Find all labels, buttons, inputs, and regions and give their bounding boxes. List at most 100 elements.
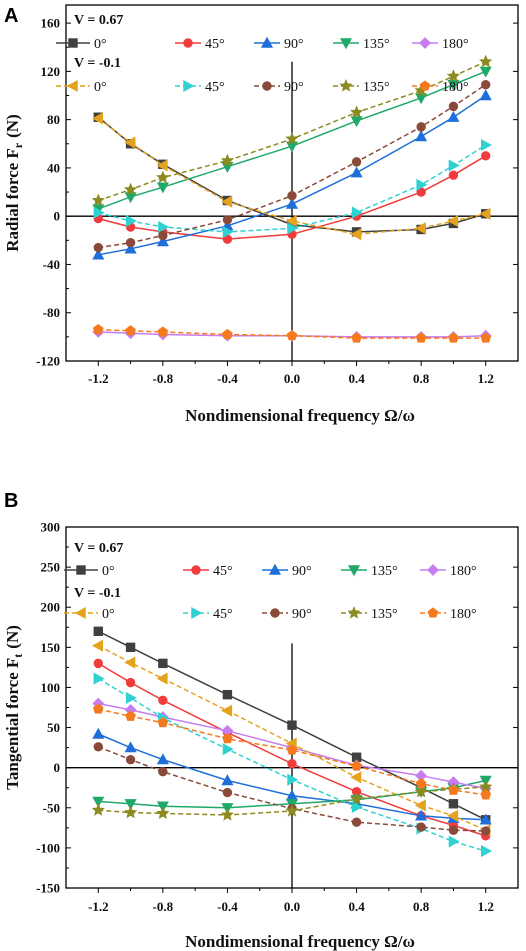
panel-a-radial-force: 160 120 80 40 0 -40 -80 -120 -1.2 -0.8 -0.4 0.0 0.4 0…	[3, 4, 519, 425]
x-tick-label: 1.2	[478, 899, 494, 914]
data-point	[124, 242, 137, 254]
series-0-135deg	[92, 66, 492, 216]
data-point	[481, 138, 492, 152]
data-point	[479, 66, 492, 78]
data-point	[414, 799, 426, 812]
legend-entry-label: 90°	[292, 607, 312, 622]
data-point	[447, 79, 460, 91]
data-point	[350, 116, 363, 128]
data-point	[156, 753, 169, 765]
data-point	[156, 170, 170, 184]
legend: V = 0.67 V = -0.1 0° 45° 90° 135° 180° 0° 45° 90°…	[64, 541, 477, 622]
legend-entry-label: 90°	[284, 37, 304, 52]
data-point	[92, 112, 103, 125]
y-tick-label: 160	[41, 16, 61, 31]
legend-entry-label: 45°	[205, 37, 225, 52]
data-point	[125, 214, 137, 228]
data-point	[448, 835, 460, 848]
series-1-0deg	[92, 112, 491, 241]
data-point	[156, 159, 168, 172]
legend-entry-label: 180°	[442, 80, 469, 95]
legend-swatch-marker	[183, 38, 193, 48]
legend-entry-label: 45°	[205, 80, 225, 95]
x-tick-label: 0.0	[284, 371, 300, 386]
data-point	[93, 206, 105, 219]
data-point	[124, 136, 136, 149]
legend-swatch-marker	[427, 607, 439, 618]
data-point	[351, 800, 363, 814]
data-point	[287, 773, 299, 786]
x-tick-label: -1.2	[88, 371, 109, 386]
panel-label: B	[4, 490, 18, 512]
data-point	[285, 132, 299, 145]
data-point	[158, 220, 170, 234]
legend-group-title: V = -0.1	[74, 586, 121, 601]
legend-group-title: V = 0.67	[74, 541, 123, 556]
panel-b-tangential-force: 300 250 200 150 100 50 0 -50 -100 -150 -1.2 -0.8 -0.…	[3, 490, 519, 951]
data-point	[415, 332, 427, 343]
legend-entry-label: 180°	[442, 37, 469, 52]
legend-swatch-marker	[419, 37, 431, 49]
x-tick-label: -0.8	[153, 371, 174, 386]
data-point	[351, 206, 363, 219]
legend-swatch-marker	[66, 79, 78, 93]
legend-swatch-marker	[76, 565, 86, 575]
data-point	[124, 741, 137, 753]
data-point	[222, 733, 233, 744]
legend-entry-label: 0°	[94, 37, 107, 52]
y-axis-label: Radial force Fr (N)	[3, 114, 25, 252]
data-point	[156, 235, 169, 247]
legend: V = 0.67 V = -0.1 0° 45° 90° 135° 180° 0° 45° 90°…	[56, 13, 469, 95]
legend-swatch-marker	[270, 608, 280, 618]
data-point	[286, 330, 298, 341]
data-point	[125, 325, 136, 336]
data-point	[123, 182, 138, 196]
y-tick-label: 150	[41, 640, 61, 655]
data-point	[156, 182, 169, 194]
data-point	[287, 190, 297, 201]
series-0-0deg	[93, 626, 491, 825]
data-point	[93, 672, 105, 685]
series-1-180deg	[92, 703, 492, 800]
legend-swatch-marker	[183, 79, 195, 93]
data-point	[221, 774, 234, 786]
data-point	[416, 822, 426, 832]
data-point	[448, 101, 459, 112]
y-tick-label: -120	[36, 354, 60, 369]
data-point	[222, 743, 234, 756]
y-axis-label: Tangential force Ft (N)	[3, 625, 25, 790]
data-point	[222, 328, 233, 339]
data-point	[351, 332, 362, 343]
y-tick-label: 250	[41, 560, 61, 575]
data-point	[351, 760, 362, 771]
legend-swatch-marker	[191, 606, 203, 620]
series-1-0deg	[92, 639, 491, 837]
data-point	[124, 799, 137, 811]
data-point	[156, 672, 168, 685]
data-point	[415, 130, 428, 142]
data-point	[157, 326, 169, 337]
y-tick-label: 200	[41, 600, 61, 615]
data-point	[480, 332, 492, 343]
data-point	[286, 744, 298, 755]
data-point	[481, 151, 491, 161]
data-point	[157, 717, 169, 728]
series-1-90deg	[93, 79, 491, 253]
data-point	[448, 332, 459, 343]
data-point	[350, 166, 363, 178]
data-point	[285, 803, 299, 817]
x-tick-label: -0.4	[217, 899, 238, 914]
legend-entry-label: 45°	[213, 607, 233, 622]
data-point	[414, 784, 428, 798]
data-point	[93, 626, 103, 636]
x-tick-label: 0.8	[413, 899, 430, 914]
legend-group-title: V = -0.1	[74, 56, 121, 71]
data-point	[222, 225, 234, 238]
y-axis-label-unit: (N)	[3, 625, 22, 649]
data-point	[125, 754, 136, 765]
x-tick-label: 0.0	[284, 899, 300, 914]
data-point	[481, 845, 492, 858]
y-tick-label: -80	[43, 305, 60, 320]
x-axis-label: Nondimensional frequency Ω/ω	[185, 932, 415, 951]
